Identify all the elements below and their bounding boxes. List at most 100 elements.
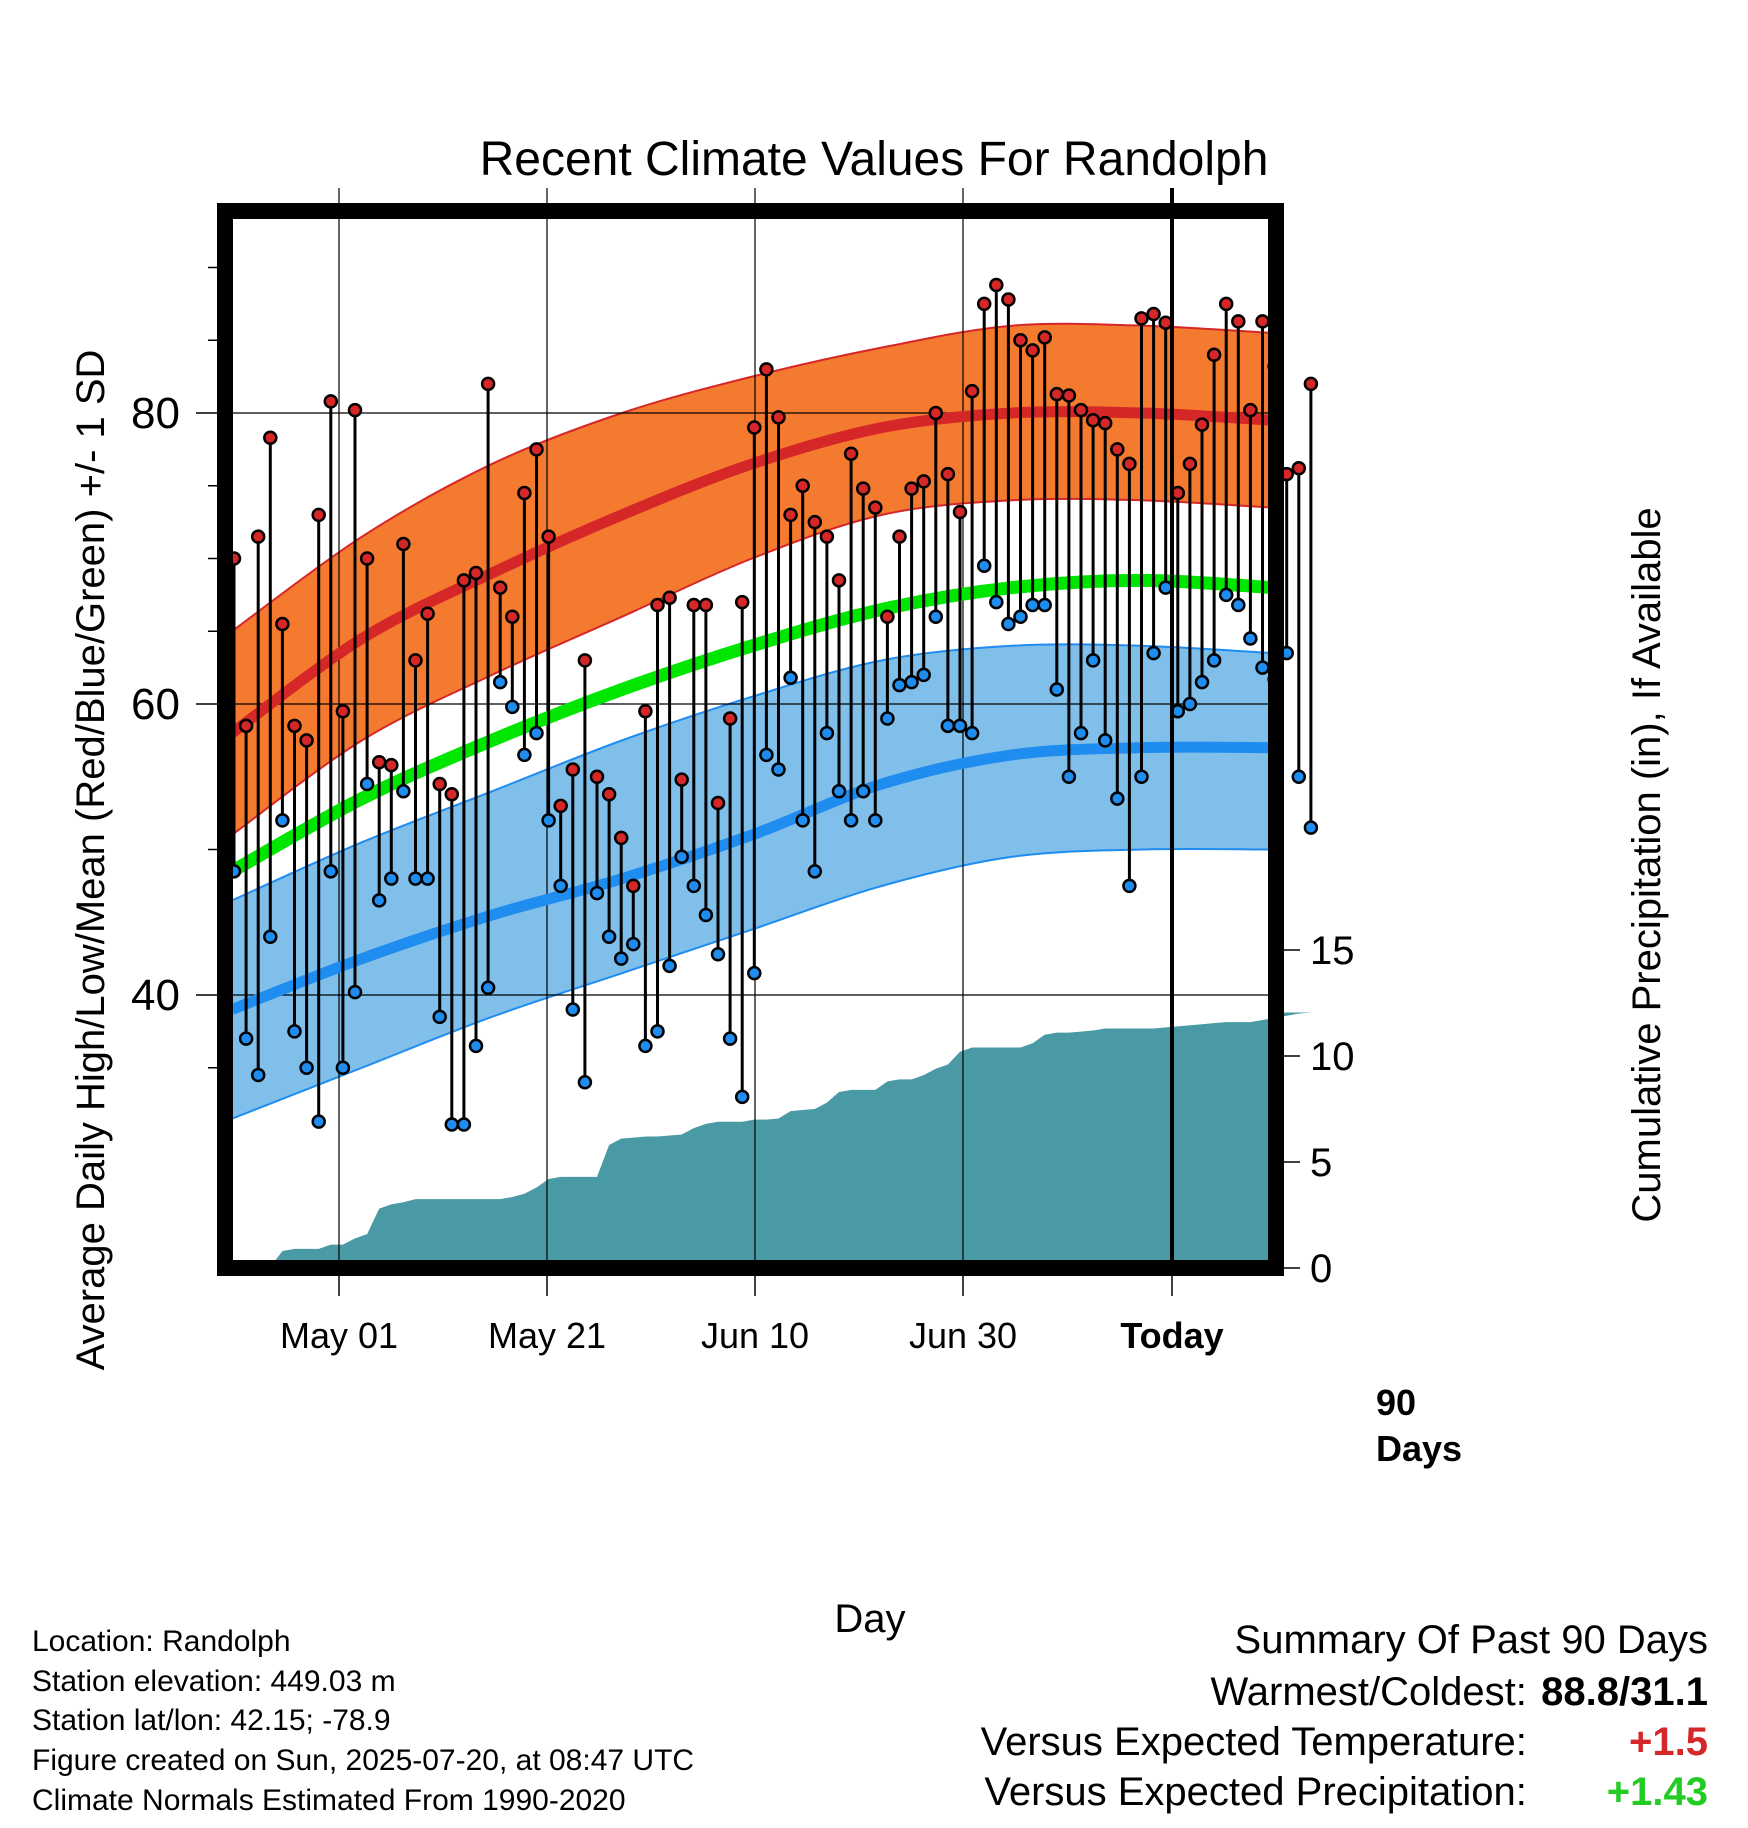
daily-low-point (1122, 878, 1137, 894)
daily-high-point (1122, 456, 1137, 472)
y2-tick-label: 0 (1310, 1247, 1332, 1291)
daily-low-point (783, 670, 798, 686)
axes: 40 60 80 0 5 10 15 May 01 May 21 Jun 10 Jun 30 Toda… (131, 266, 1355, 1356)
daily-low-point (565, 1002, 581, 1017)
daily-high-point (1061, 388, 1077, 403)
daily-low-point (384, 871, 399, 886)
daily-high-point (819, 529, 835, 544)
daily-low-point (311, 1114, 326, 1129)
plot-frame (217, 188, 1284, 1276)
daily-high-point (529, 442, 544, 457)
daily-low-point (795, 813, 810, 828)
daily-low-point (250, 1067, 266, 1083)
daily-low-point (1146, 645, 1161, 661)
x-tick-label: Today (1120, 1315, 1223, 1356)
daily-low-point (952, 718, 968, 734)
daily-low-point (964, 725, 980, 741)
daily-high-point (795, 478, 810, 493)
daily-low-point (698, 907, 714, 923)
daily-high-point (238, 718, 254, 734)
daily-high-point (505, 609, 520, 624)
daily-low-point (529, 725, 544, 741)
daily-low-point (855, 784, 871, 799)
daily-low-point (734, 1089, 750, 1105)
daily-low-point (686, 878, 702, 894)
daily-high-point (1097, 415, 1113, 431)
daily-low-point (892, 677, 907, 693)
daily-low-point (238, 1031, 254, 1046)
daily-low-point (1025, 597, 1040, 613)
daily-low-point (1218, 587, 1234, 603)
elevation-text: Station elevation: 449.03 m (32, 1665, 396, 1698)
daily-low-point (1206, 653, 1222, 668)
daily-low-point (1303, 820, 1319, 835)
precipitation-area (225, 1012, 1323, 1268)
daily-low-point (444, 1117, 460, 1132)
daily-low-point (480, 980, 496, 995)
daily-high-point (783, 507, 798, 523)
daily-high-point (771, 410, 786, 425)
daily-low-point (517, 747, 532, 763)
daily-low-point (747, 965, 762, 981)
daily-high-point (1291, 461, 1307, 476)
daily-low-point (1085, 653, 1101, 668)
summary-temperature: Versus Expected Temperature: +1.5 (981, 1720, 1708, 1765)
daily-high-point (928, 405, 944, 421)
daily-high-point (287, 718, 302, 734)
daily-low-point (505, 699, 520, 715)
daily-high-point (456, 573, 472, 588)
y2-tick-label: 15 (1310, 929, 1355, 973)
daily-high-point (420, 606, 435, 622)
daily-low-point (468, 1038, 484, 1054)
daily-low-point (722, 1031, 738, 1046)
daily-high-point (976, 296, 992, 312)
daily-low-point (819, 725, 835, 741)
daily-high-point (916, 474, 931, 489)
x-tick-label: Jun 10 (701, 1315, 809, 1356)
daily-low-point (541, 813, 556, 828)
daily-high-point (347, 402, 363, 418)
today-marker-label: 90 Days (1376, 1382, 1462, 1469)
daily-low-point (807, 864, 823, 879)
daily-low-point (989, 594, 1004, 610)
warm-cold-label: Warmest/Coldest: (1210, 1670, 1527, 1714)
daily-high-point (553, 798, 568, 814)
daily-low-point (323, 864, 339, 879)
daily-low-point (1001, 616, 1016, 632)
daily-low-point (456, 1117, 472, 1132)
daily-high-point (650, 597, 665, 613)
normal-high-line (228, 406, 1273, 738)
daily-low-point (1243, 631, 1258, 646)
summary-heading: Summary Of Past 90 Days (1234, 1618, 1708, 1662)
daily-high-point (1025, 343, 1040, 358)
daily-low-point (275, 813, 290, 828)
daily-low-point (613, 951, 629, 966)
y2-tick-label: 5 (1310, 1141, 1332, 1185)
daily-low-point (1049, 682, 1065, 697)
daily-high-point (275, 616, 290, 632)
daily-low-point (371, 893, 387, 908)
daily-high-point (686, 597, 702, 613)
daily-high-point (807, 514, 823, 530)
low-sd-band (232, 644, 1272, 1119)
daily-high-point (722, 711, 738, 726)
daily-high-point (359, 551, 375, 566)
summary-warm-cold: Warmest/Coldest: 88.8/31.1 (1211, 1670, 1709, 1715)
created-text: Figure created on Sun, 2025-07-20, at 08… (32, 1744, 695, 1777)
daily-high-point (952, 504, 968, 520)
daily-low-point (626, 936, 641, 952)
daily-low-point (396, 784, 411, 799)
today-marker-line-1: 90 (1376, 1382, 1416, 1423)
daily-high-point (1037, 330, 1052, 345)
daily-high-point (626, 878, 641, 894)
daily-high-point (565, 762, 581, 777)
daily-high-point (1303, 376, 1319, 392)
daily-high-point (384, 757, 399, 773)
daily-low-point (601, 929, 617, 945)
daily-high-point (396, 536, 411, 552)
daily-high-point (904, 481, 919, 496)
daily-low-point (589, 885, 605, 901)
daily-low-point (976, 558, 992, 574)
daily-high-point (1049, 386, 1065, 402)
warm-cold-value: 88.8/31.1 (1541, 1670, 1708, 1714)
